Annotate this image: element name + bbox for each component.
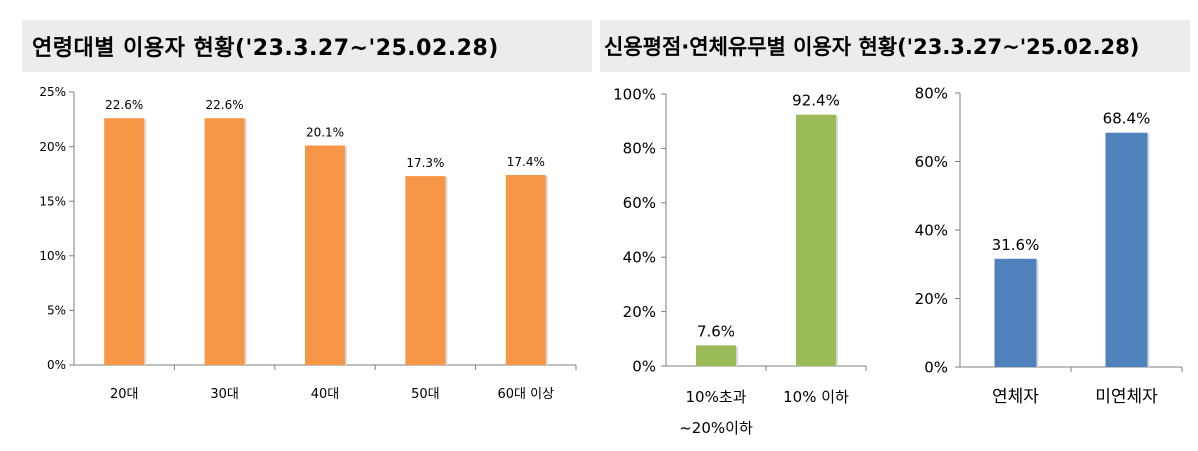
overdue-y-tick-label: 20% [915,290,948,308]
credit-y-tick-label: 80% [623,140,656,158]
credit-bar-value-label: 7.6% [697,322,735,340]
credit-y-tick-label: 100% [613,85,656,103]
age-bar [305,145,345,365]
age-bar-value-label: 17.4% [507,155,545,169]
credit-y-tick-label: 40% [623,248,656,266]
left-chart-title: 연령대별 이용자 현황('23.3.27~'25.02.28) [32,36,499,61]
credit-bar [796,114,836,366]
credit-y-tick-label: 0% [632,357,656,375]
overdue-bar-value-label: 68.4% [1103,110,1151,128]
age-bar [405,176,446,365]
credit-bar-value-label: 92.4% [792,92,840,110]
overdue-bar [994,258,1037,367]
credit-category-label: 10%초과 [686,388,747,406]
age-bar-value-label: 22.6% [206,98,244,112]
age-y-tick-label: 25% [39,85,66,99]
credit-category-label: ~20%이하 [679,419,753,437]
age-category-label: 50대 [411,387,440,402]
age-bar-value-label: 17.3% [406,156,444,170]
age-y-tick-label: 0% [47,358,66,372]
overdue-y-tick-label: 80% [915,84,948,102]
age-bar [104,118,145,365]
credit-bar [696,345,736,366]
age-bar-value-label: 20.1% [306,126,344,140]
age-y-tick-label: 10% [39,249,66,263]
age-category-label: 30대 [210,387,239,402]
overdue-category-label: 연체자 [992,387,1039,407]
credit-category-label: 10% 이하 [783,388,849,406]
age-y-tick-label: 20% [39,140,66,154]
age-y-tick-label: 5% [47,304,66,318]
overdue-y-tick-label: 40% [915,221,948,239]
age-bar-value-label: 22.6% [105,98,143,112]
overdue-bar-value-label: 31.6% [992,236,1040,254]
age-y-tick-label: 15% [39,194,66,208]
age-category-label: 20대 [110,387,139,402]
credit-y-tick-label: 20% [623,303,656,321]
overdue-y-tick-label: 0% [924,358,948,376]
age-bar [505,174,546,365]
overdue-category-label: 미연체자 [1095,387,1158,407]
age-bar [204,118,245,365]
credit-y-tick-label: 60% [623,194,656,212]
overdue-y-tick-label: 60% [915,153,948,171]
age-category-label: 60대 이상 [498,387,555,402]
overdue-bar [1105,132,1148,367]
left-title-panel: 연령대별 이용자 현황('23.3.27~'25.02.28) [22,20,592,72]
right-chart-title: 신용평점·연체유무별 이용자 현황('23.3.27~'25.02.28) [604,35,1140,59]
right-title-panel: 신용평점·연체유무별 이용자 현황('23.3.27~'25.02.28) [600,20,1190,72]
age-category-label: 40대 [311,387,340,402]
